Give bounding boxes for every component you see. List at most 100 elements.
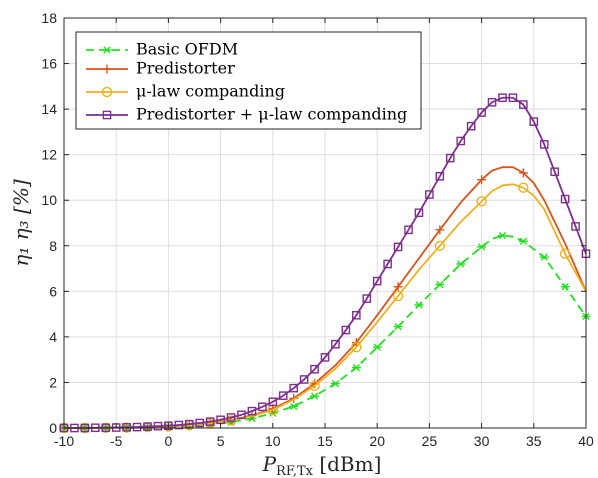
legend-marker-predistorter-mu-law (102, 110, 112, 120)
x-tick-label: 5 (217, 433, 225, 449)
series-point-predistorter-mu-law (425, 190, 434, 199)
series-point-mu-law-companding (434, 240, 446, 251)
series-point-mu-law-companding (518, 182, 529, 193)
series-point-mu-law-companding (392, 290, 404, 302)
series-point-basic-ofdm-stroke (373, 343, 381, 351)
x-tick-label: 30 (474, 433, 490, 449)
series-point-predistorter-mu-law (362, 294, 372, 303)
legend-label-predistorter-mu-law: Predistorter + μ-law companding (136, 105, 407, 124)
series-point-predistorter-mu-law (320, 353, 330, 362)
series-point-predistorter-mu-law (195, 418, 205, 428)
series-point-basic-ofdm (456, 260, 466, 268)
series-point-basic-ofdm-stroke (331, 379, 340, 388)
series-point-predistorter-mu-law (268, 397, 278, 407)
series-point-basic-ofdm (351, 363, 361, 372)
series-point-predistorter-mu-law (310, 364, 319, 374)
series-point-predistorter-mu-law (539, 140, 549, 149)
ticks (63, 17, 587, 429)
y-axis-title: η₁ η₃ [%] (9, 179, 33, 267)
series-point-basic-ofdm-stroke (415, 301, 423, 309)
series-point-basic-ofdm (518, 237, 528, 245)
y-tick-label: 6 (49, 283, 57, 299)
series-point-basic-ofdm-stroke (540, 253, 548, 261)
series-point-basic-ofdm (435, 280, 445, 289)
series-point-predistorter-mu-law (519, 100, 528, 109)
legend-marker-basic-ofdm-stroke (103, 46, 111, 54)
series-point-predistorter-mu-law (289, 383, 298, 393)
series-point-predistorter-mu-law (299, 375, 309, 384)
series-point-basic-ofdm-stroke (352, 363, 360, 372)
series-point-basic-ofdm (372, 343, 382, 351)
series-point-predistorter (477, 175, 487, 185)
series-point-predistorter-mu-law (529, 117, 539, 126)
legend-label-basic-ofdm: Basic OFDM (136, 40, 238, 59)
series-point-predistorter-mu-law (477, 108, 486, 117)
x-tick-label: 20 (369, 433, 385, 449)
y-tick-label: 14 (41, 101, 57, 117)
series-point-basic-ofdm (393, 322, 403, 331)
series-point-basic-ofdm (560, 283, 570, 291)
legend-marker-predistorter (102, 64, 112, 74)
series-point-basic-ofdm-stroke (436, 280, 444, 289)
series-point-predistorter-mu-law (278, 391, 288, 400)
series-point-predistorter (435, 225, 445, 235)
series-point-predistorter-mu-law (122, 423, 131, 432)
x-tick-label: 15 (317, 433, 333, 449)
y-tick-label: 4 (49, 329, 57, 345)
legend-label-predistorter: Predistorter (136, 59, 235, 78)
legend-marker-mu-law-companding (101, 86, 113, 98)
x-tick-label: -10 (54, 433, 74, 449)
series-point-predistorter-mu-law (164, 421, 173, 431)
y-tick-label: 2 (49, 374, 57, 390)
series-point-predistorter-mu-law (560, 194, 570, 204)
series-point-basic-ofdm-stroke (477, 243, 486, 251)
y-tick-label: 12 (41, 147, 57, 163)
x-tick-label: -5 (110, 433, 123, 449)
series-point-basic-ofdm-stroke (519, 237, 528, 245)
series-layer (58, 93, 591, 434)
series-point-basic-ofdm (497, 231, 507, 240)
legend: Basic OFDM Predistorter μ-law companding… (75, 31, 422, 130)
x-axis-title: PRF,Tx [dBm] (262, 452, 382, 478)
x-axis-title-main: P (262, 452, 277, 476)
y-tick-label: 0 (49, 420, 57, 436)
series-point-predistorter-mu-law (414, 208, 424, 218)
x-axis-title-unit: [dBm] (313, 452, 381, 476)
series-point-predistorter-mu-law (571, 222, 580, 231)
series-point-basic-ofdm-stroke (310, 392, 319, 400)
x-axis-title-sub: RF,Tx (276, 464, 314, 478)
series-point-basic-ofdm (477, 243, 487, 251)
series-point-mu-law-companding (225, 415, 237, 426)
series-point-predistorter-mu-law (393, 242, 403, 252)
series-point-basic-ofdm-stroke (394, 322, 402, 331)
series-point-predistorter-mu-law (456, 136, 466, 146)
series-point-predistorter (518, 168, 528, 178)
series-point-predistorter-mu-law (466, 121, 476, 131)
series-point-mu-law-companding (309, 380, 320, 392)
series-point-predistorter-mu-law (226, 413, 236, 422)
series-point-predistorter (393, 282, 403, 292)
series-point-basic-ofdm (539, 253, 549, 261)
series-point-mu-law-companding (351, 341, 362, 353)
series-point-mu-law-companding (476, 196, 487, 207)
series-point-predistorter-mu-law (153, 421, 163, 431)
series-point-basic-ofdm (289, 402, 299, 411)
legend-box (75, 31, 422, 130)
series-point-predistorter-mu-law (352, 310, 361, 320)
series-point-basic-ofdm-stroke (290, 402, 298, 411)
x-tick-label: 35 (526, 433, 542, 449)
series-point-basic-ofdm-stroke (457, 260, 465, 268)
series-point-predistorter-mu-law (435, 172, 445, 181)
series-point-predistorter-mu-law (205, 417, 215, 426)
series-point-predistorter-mu-law (247, 406, 257, 416)
legend-label-mu-law-companding: μ-law companding (136, 82, 285, 101)
series-point-basic-ofdm-stroke (498, 231, 507, 240)
series-point-predistorter-mu-law (372, 276, 382, 286)
series-point-basic-ofdm (330, 379, 340, 388)
series-point-mu-law-companding (559, 248, 571, 259)
y-tick-label: 16 (41, 56, 57, 72)
series-point-predistorter-mu-law (445, 153, 455, 163)
series-point-predistorter-mu-law (174, 420, 184, 430)
series-point-predistorter-mu-law (487, 97, 497, 107)
series-predistorter-mu-law (59, 93, 591, 433)
